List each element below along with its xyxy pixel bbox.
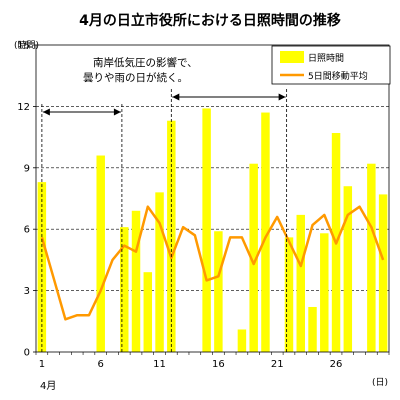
sunshine-bar	[261, 112, 270, 352]
y-tick-label: 3	[24, 286, 30, 297]
sunshine-bar	[96, 155, 105, 352]
sunshine-bar	[296, 214, 305, 352]
moving-average-line	[40, 205, 385, 321]
x-axis-label: (日)	[372, 377, 388, 388]
sunshine-bar	[237, 329, 247, 352]
arrow-head-right	[113, 108, 121, 116]
chart-title: 4月の日立市役所における日照時間の推移	[79, 12, 341, 29]
x-tick-label: 16	[212, 359, 225, 370]
sunshine-bar	[367, 163, 376, 352]
sunshine-bar	[131, 210, 141, 352]
annotation-line-2: 曇りや雨の日が続く。	[83, 71, 188, 84]
x-tick-label: 26	[330, 359, 343, 370]
sunshine-bar	[284, 237, 294, 352]
y-axis-label: (時間)	[14, 40, 39, 51]
x-tick-label: 1	[39, 359, 45, 370]
sunshine-bar	[202, 108, 211, 353]
sunshine-bar	[343, 186, 353, 352]
sunshine-bar	[378, 194, 388, 352]
sunshine-bar	[37, 182, 47, 352]
legend: 日照時間 5日間移動平均	[271, 45, 391, 85]
arrow-head-left	[42, 108, 50, 116]
sunshine-bar	[143, 272, 153, 352]
y-tick-label: 6	[24, 225, 30, 236]
sunshine-bar	[249, 163, 258, 352]
annotation-line-1: 南岸低気圧の影響で、	[93, 56, 198, 69]
y-tick-label: 9	[24, 163, 30, 174]
sunshine-bar	[155, 192, 164, 352]
sunshine-bar	[320, 233, 329, 352]
y-tick-label: 0	[24, 348, 30, 359]
legend-swatch-bar	[280, 51, 304, 63]
sunshine-bar	[308, 306, 317, 352]
x-tick-label: 21	[271, 359, 284, 370]
x-tick-label: 11	[153, 359, 166, 370]
arrow-head-right	[278, 93, 286, 101]
legend-label-bar: 日照時間	[308, 53, 344, 64]
sunshine-bar	[120, 227, 129, 352]
sunshine-bar	[214, 231, 223, 352]
legend-label-line: 5日間移動平均	[308, 70, 368, 82]
y-tick-label: 15	[17, 41, 30, 52]
x-tick-label: 6	[98, 359, 104, 370]
arrow-head-left	[172, 93, 180, 101]
y-tick-label: 12	[17, 102, 30, 113]
month-label: 4月	[40, 380, 56, 392]
